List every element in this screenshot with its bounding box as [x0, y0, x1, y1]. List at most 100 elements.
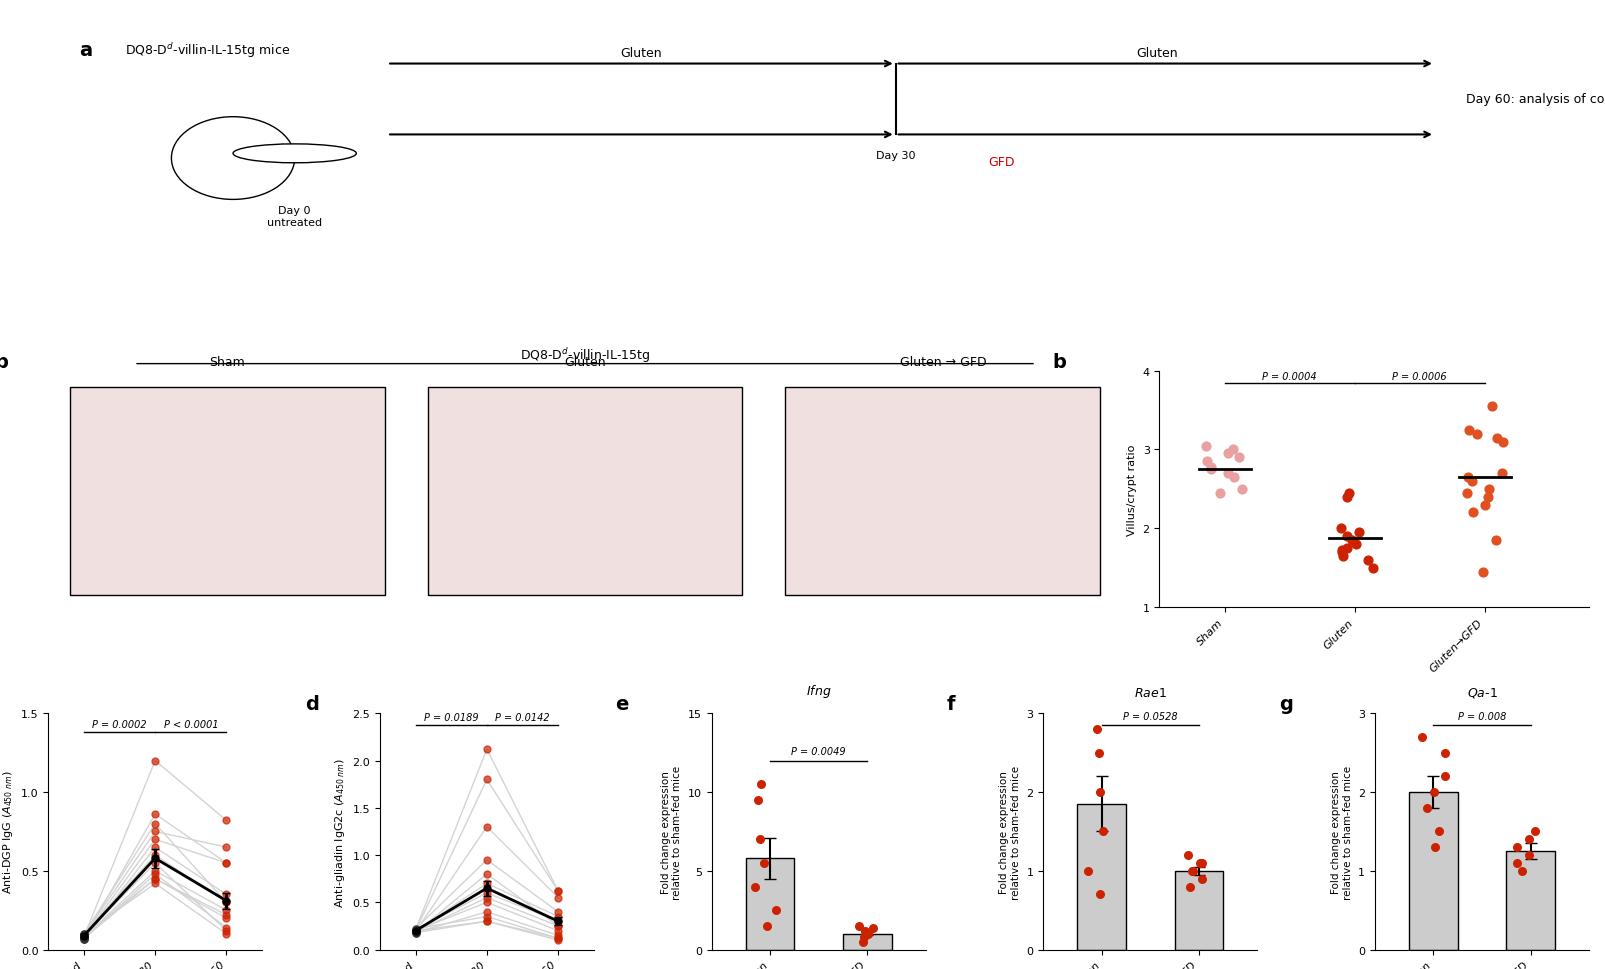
- Point: [1193, 438, 1218, 453]
- Point: [473, 894, 499, 910]
- Text: DQ8-D$^d$-villin-IL-15tg: DQ8-D$^d$-villin-IL-15tg: [520, 346, 650, 364]
- Point: [1414, 800, 1440, 816]
- Point: [403, 922, 429, 937]
- Text: P = 0.0002: P = 0.0002: [91, 719, 146, 730]
- Text: f: f: [947, 695, 955, 714]
- Point: [473, 886, 499, 901]
- Point: [751, 856, 777, 871]
- Point: [546, 884, 571, 899]
- Bar: [1077, 804, 1127, 950]
- Point: [213, 923, 239, 939]
- Point: [546, 923, 571, 939]
- Point: [1334, 489, 1359, 505]
- Point: [546, 909, 571, 924]
- Bar: [785, 388, 1101, 596]
- Text: $Qa$-$1$: $Qa$-$1$: [1467, 685, 1497, 700]
- Text: P = 0.0189: P = 0.0189: [424, 712, 478, 722]
- Point: [213, 813, 239, 828]
- Point: [1359, 560, 1385, 576]
- Point: [473, 914, 499, 929]
- Point: [546, 919, 571, 934]
- Point: [546, 927, 571, 943]
- Point: [403, 923, 429, 939]
- Point: [1409, 730, 1435, 745]
- Bar: [843, 934, 891, 950]
- Point: [1334, 529, 1359, 545]
- Point: [1186, 856, 1212, 871]
- Text: P = 0.0528: P = 0.0528: [1124, 711, 1178, 722]
- Point: [143, 871, 169, 887]
- Point: [71, 926, 96, 942]
- Point: [143, 876, 169, 891]
- Point: [1432, 768, 1457, 784]
- Point: [1355, 552, 1380, 568]
- Y-axis label: Villus/crypt ratio: Villus/crypt ratio: [1127, 444, 1136, 535]
- Point: [1194, 454, 1220, 470]
- Point: [473, 741, 499, 757]
- Point: [1483, 533, 1509, 548]
- Circle shape: [233, 144, 356, 164]
- Text: P = 0.0142: P = 0.0142: [496, 712, 551, 722]
- Point: [143, 866, 169, 882]
- Y-axis label: Fold change expression
relative to sham-fed mice: Fold change expression relative to sham-…: [661, 765, 682, 898]
- Point: [1180, 863, 1205, 879]
- Point: [1220, 442, 1245, 457]
- Point: [473, 904, 499, 920]
- Y-axis label: Anti-gliadin IgG2c ($A_{450\ nm}$): Anti-gliadin IgG2c ($A_{450\ nm}$): [332, 757, 347, 907]
- Point: [1489, 466, 1515, 482]
- Point: [71, 929, 96, 945]
- Text: Day 0
untreated: Day 0 untreated: [266, 206, 323, 228]
- Point: [1199, 459, 1225, 475]
- Point: [1480, 399, 1505, 415]
- Point: [213, 856, 239, 871]
- Point: [1329, 543, 1355, 558]
- Point: [1087, 785, 1112, 800]
- Point: [1432, 745, 1457, 761]
- Point: [473, 914, 499, 929]
- Point: [1090, 824, 1115, 839]
- Point: [546, 890, 571, 905]
- Text: d: d: [305, 695, 319, 714]
- Point: [213, 902, 239, 918]
- Point: [1464, 426, 1489, 442]
- Point: [1456, 422, 1481, 438]
- Point: [403, 924, 429, 940]
- Point: [764, 902, 790, 918]
- Point: [743, 879, 769, 894]
- Text: DQ8-D$^d$-villin-IL-15tg mice: DQ8-D$^d$-villin-IL-15tg mice: [125, 41, 291, 60]
- Point: [143, 856, 169, 871]
- Point: [403, 922, 429, 938]
- Point: [1178, 879, 1204, 894]
- Point: [1454, 485, 1480, 501]
- Point: [754, 919, 780, 934]
- Point: [1215, 466, 1241, 482]
- Point: [1339, 533, 1364, 548]
- Point: [71, 927, 96, 943]
- Point: [860, 920, 886, 935]
- Text: Gluten: Gluten: [621, 47, 663, 60]
- Point: [849, 934, 875, 950]
- Point: [546, 932, 571, 948]
- Point: [403, 924, 429, 940]
- Point: [745, 793, 770, 808]
- Point: [546, 914, 571, 929]
- Point: [1461, 505, 1486, 520]
- Point: [546, 930, 571, 946]
- Point: [546, 904, 571, 920]
- Point: [143, 824, 169, 839]
- Point: [1504, 856, 1530, 871]
- Point: [1427, 824, 1453, 839]
- Bar: [1505, 852, 1555, 950]
- Point: [1199, 462, 1225, 478]
- Y-axis label: Anti-DGP IgG ($A_{450\ nm}$): Anti-DGP IgG ($A_{450\ nm}$): [2, 769, 14, 893]
- Point: [1456, 470, 1481, 485]
- Point: [473, 866, 499, 882]
- Point: [71, 931, 96, 947]
- Point: [71, 926, 96, 942]
- Point: [1489, 434, 1515, 450]
- Text: GFD: GFD: [989, 156, 1014, 169]
- Point: [403, 923, 429, 939]
- Point: [1329, 545, 1355, 560]
- Point: [1475, 489, 1501, 505]
- Point: [1221, 470, 1247, 485]
